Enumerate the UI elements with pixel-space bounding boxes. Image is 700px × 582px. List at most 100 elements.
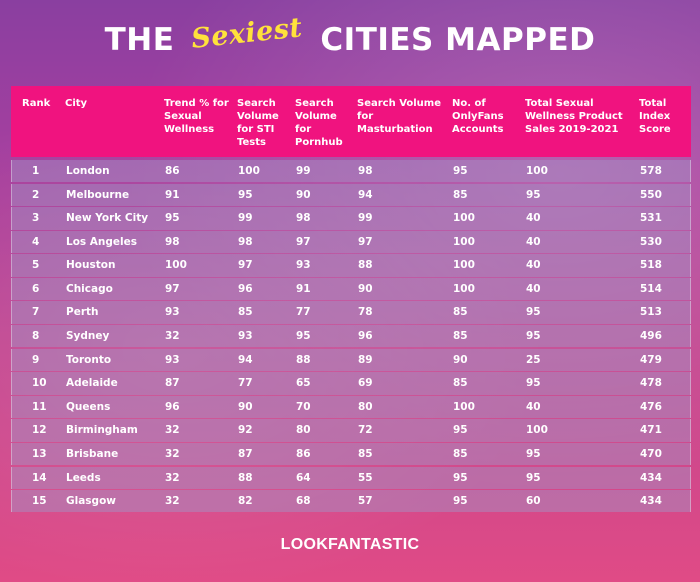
sales-cell: 40 [526,212,541,225]
sti-cell: 85 [238,306,253,319]
rank-cell: 11 [32,400,47,413]
table-row: 2 Melbourne 91 95 90 94 85 95 550 [11,183,691,206]
sales-cell: 60 [526,495,541,508]
rank-cell: 7 [32,306,40,319]
pornhub-cell: 98 [296,212,311,225]
table-row: 3 New York City 95 99 98 99 100 40 531 [11,207,691,230]
pornhub-cell: 91 [296,282,311,295]
sti-cell: 99 [238,212,253,225]
col-header-pornhub: Search Volume for Pornhub [295,98,343,148]
score-cell: 531 [640,212,662,225]
trend-cell: 98 [165,235,180,248]
onlyfans-cell: 95 [453,424,468,437]
sales-cell: 100 [526,424,548,437]
onlyfans-cell: 95 [453,471,468,484]
sales-cell: 95 [526,377,541,390]
trend-cell: 95 [165,212,180,225]
onlyfans-cell: 100 [453,212,475,225]
sti-cell: 87 [238,447,253,460]
sti-cell: 95 [238,188,253,201]
score-cell: 518 [640,259,662,272]
title-prefix: THE [104,22,175,58]
sti-cell: 94 [238,353,253,366]
city-cell: Queens [66,400,111,413]
masturbation-cell: 55 [358,471,373,484]
rank-cell: 15 [32,495,47,508]
sti-cell: 98 [238,235,253,248]
onlyfans-cell: 85 [453,306,468,319]
table-row: 8 Sydney 32 93 95 96 85 95 496 [11,325,691,348]
trend-cell: 32 [165,471,180,484]
trend-cell: 86 [165,165,180,177]
col-header-sales: Total Sexual Wellness Product Sales 2019… [525,98,623,135]
table-row: 15 Glasgow 32 82 68 57 95 60 434 [11,490,691,513]
table-row: 1 London 86 100 99 98 95 100 578 [11,160,691,183]
sti-cell: 82 [238,495,253,508]
sales-cell: 95 [526,447,541,460]
table-row: 13 Brisbane 32 87 86 85 85 95 470 [11,442,691,466]
masturbation-cell: 99 [358,212,373,225]
score-cell: 476 [640,400,662,413]
score-cell: 578 [640,165,662,177]
rank-cell: 1 [32,165,40,177]
sales-cell: 40 [526,235,541,248]
city-cell: Perth [66,306,99,319]
pornhub-cell: 65 [296,377,311,390]
sales-cell: 100 [526,165,548,177]
score-cell: 434 [640,495,662,508]
sales-cell: 95 [526,471,541,484]
rank-cell: 13 [32,447,47,460]
score-cell: 513 [640,306,662,319]
sti-cell: 96 [238,282,253,295]
score-cell: 478 [640,377,662,390]
city-cell: Los Angeles [66,235,138,248]
pornhub-cell: 97 [296,235,311,248]
sti-cell: 100 [238,165,260,177]
pornhub-cell: 68 [296,495,311,508]
pornhub-cell: 90 [296,188,311,201]
score-cell: 479 [640,353,662,366]
col-header-trend: Trend % for Sexual Wellness [164,98,229,135]
city-cell: London [66,165,110,177]
onlyfans-cell: 85 [453,330,468,343]
sti-cell: 92 [238,424,253,437]
trend-cell: 32 [165,495,180,508]
brand-logo: LOOKFANTASTIC [280,536,420,553]
sti-cell: 77 [238,377,253,390]
city-cell: Melbourne [66,188,130,201]
page-title: THE Sexiest CITIES MAPPED [0,12,700,58]
masturbation-cell: 89 [358,353,373,366]
masturbation-cell: 57 [358,495,373,508]
city-cell: Birmingham [66,424,138,437]
rank-cell: 2 [32,188,40,201]
table-row: 14 Leeds 32 88 64 55 95 95 434 [11,466,691,489]
pornhub-cell: 77 [296,306,311,319]
col-header-city: City [65,98,88,109]
pornhub-cell: 88 [296,353,311,366]
table-row: 7 Perth 93 85 77 78 85 95 513 [11,301,691,324]
sales-cell: 95 [526,306,541,319]
onlyfans-cell: 85 [453,447,468,460]
trend-cell: 93 [165,306,180,319]
score-cell: 434 [640,471,662,484]
onlyfans-cell: 100 [453,235,475,248]
rank-cell: 10 [32,377,47,390]
trend-cell: 91 [165,188,180,201]
table-header: Rank City Trend % for Sexual Wellness Se… [11,86,691,157]
table-row: 6 Chicago 97 96 91 90 100 40 514 [11,277,691,301]
sti-cell: 93 [238,330,253,343]
city-cell: New York City [66,212,149,225]
cities-table: Rank City Trend % for Sexual Wellness Se… [11,86,691,514]
pornhub-cell: 70 [296,400,311,413]
masturbation-cell: 69 [358,377,373,390]
city-cell: Houston [66,259,116,272]
score-cell: 514 [640,282,662,295]
masturbation-cell: 80 [358,400,373,413]
trend-cell: 96 [165,400,180,413]
masturbation-cell: 96 [358,330,373,343]
masturbation-cell: 88 [358,259,373,272]
score-cell: 550 [640,188,662,201]
rank-cell: 8 [32,330,40,343]
pornhub-cell: 64 [296,471,311,484]
rank-cell: 14 [32,471,47,484]
